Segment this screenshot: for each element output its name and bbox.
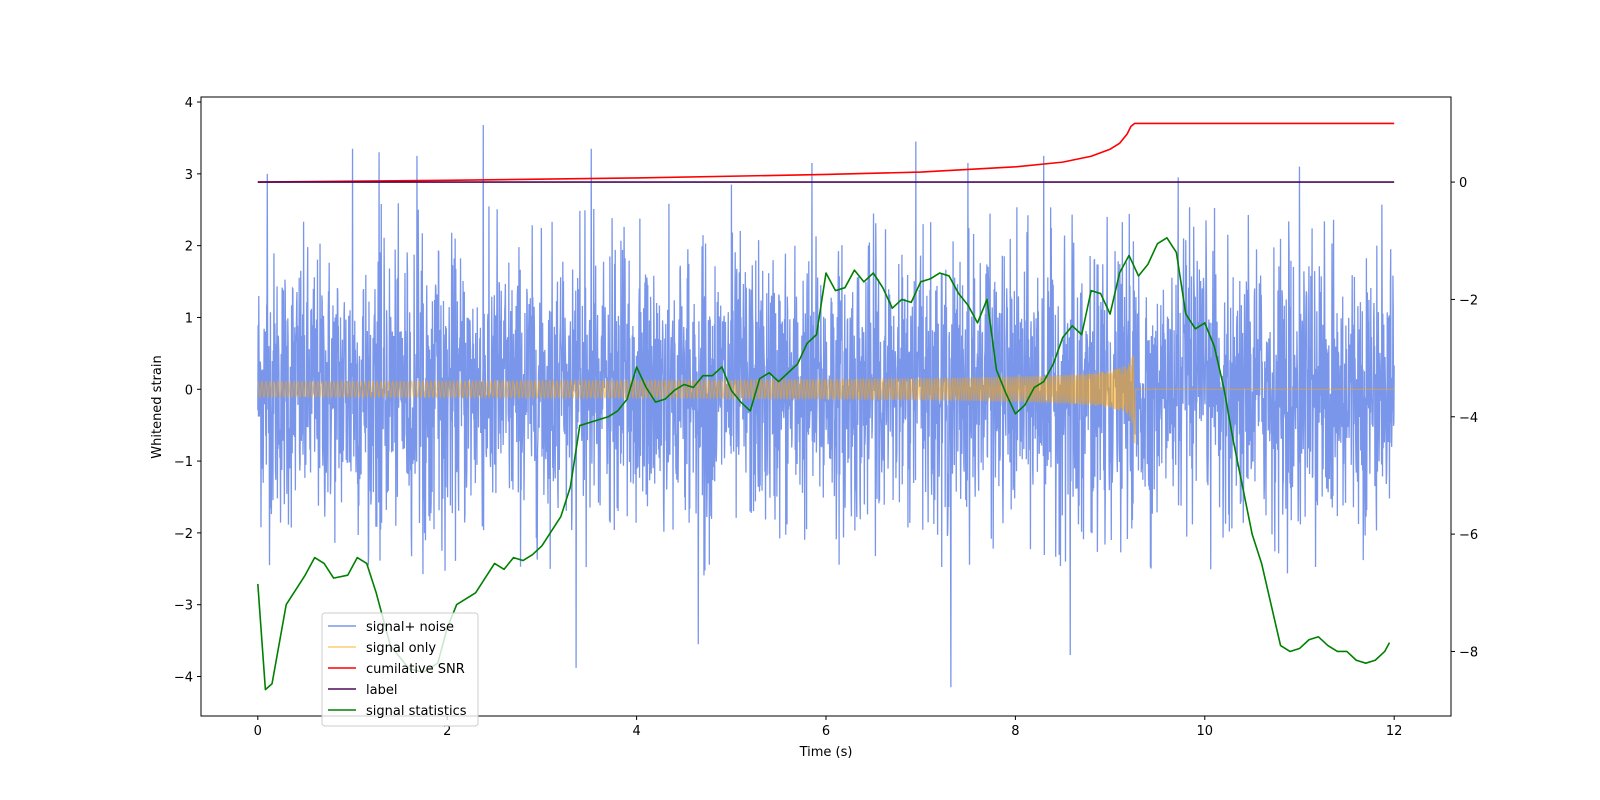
y-right-tick-label: −6 bbox=[1459, 528, 1478, 543]
x-tick-label: 10 bbox=[1197, 724, 1214, 739]
y-right-tick-label: −8 bbox=[1459, 645, 1478, 660]
x-axis: 0 2 4 6 8 10 12 bbox=[254, 716, 1403, 739]
legend-box bbox=[321, 612, 479, 727]
x-axis-title: Time (s) bbox=[799, 745, 853, 760]
x-tick-label: 4 bbox=[632, 724, 640, 739]
y-left-tick-label: −1 bbox=[174, 455, 193, 470]
y-left-tick-label: 2 bbox=[185, 240, 193, 255]
y-left-tick-label: 0 bbox=[185, 383, 193, 398]
y-left-tick-label: 1 bbox=[185, 311, 193, 326]
y-left-tick-label: 4 bbox=[185, 96, 193, 111]
x-tick-label: 2 bbox=[443, 724, 451, 739]
x-tick-label: 0 bbox=[254, 724, 262, 739]
legend-label-signal-noise: signal+ noise bbox=[366, 620, 454, 635]
y-axis-title: Whitened strain bbox=[150, 355, 165, 458]
legend-label-signal-only: signal only bbox=[366, 641, 436, 656]
y-axis-left: −4 −3 −2 −1 0 1 2 3 4 bbox=[174, 96, 201, 686]
y-right-tick-label: 0 bbox=[1459, 176, 1467, 191]
series-signal-statistics bbox=[257, 237, 1391, 691]
x-tick-label: 8 bbox=[1011, 724, 1019, 739]
y-left-tick-label: −2 bbox=[174, 527, 193, 542]
y-left-tick-label: −4 bbox=[174, 671, 193, 686]
x-tick-label: 12 bbox=[1386, 724, 1403, 739]
legend-label-signal-statistics: signal statistics bbox=[366, 704, 467, 719]
legend: signal+ noise signal only cumilative SNR la… bbox=[321, 612, 479, 727]
y-right-tick-label: −2 bbox=[1459, 293, 1478, 308]
y-right-tick-label: −4 bbox=[1459, 411, 1478, 426]
y-axis-right: −8 −6 −4 −2 0 bbox=[1451, 176, 1478, 660]
series-signal-noise bbox=[257, 125, 1395, 688]
y-left-tick-label: 3 bbox=[185, 168, 193, 183]
x-tick-label: 6 bbox=[822, 724, 830, 739]
legend-label-label: label bbox=[366, 683, 397, 698]
legend-label-cumilative-snr: cumilative SNR bbox=[366, 662, 465, 677]
y-left-tick-label: −3 bbox=[174, 599, 193, 614]
series-cumilative-snr bbox=[257, 122, 1395, 183]
plot-content bbox=[257, 122, 1395, 691]
series-signal-only bbox=[257, 355, 1395, 444]
